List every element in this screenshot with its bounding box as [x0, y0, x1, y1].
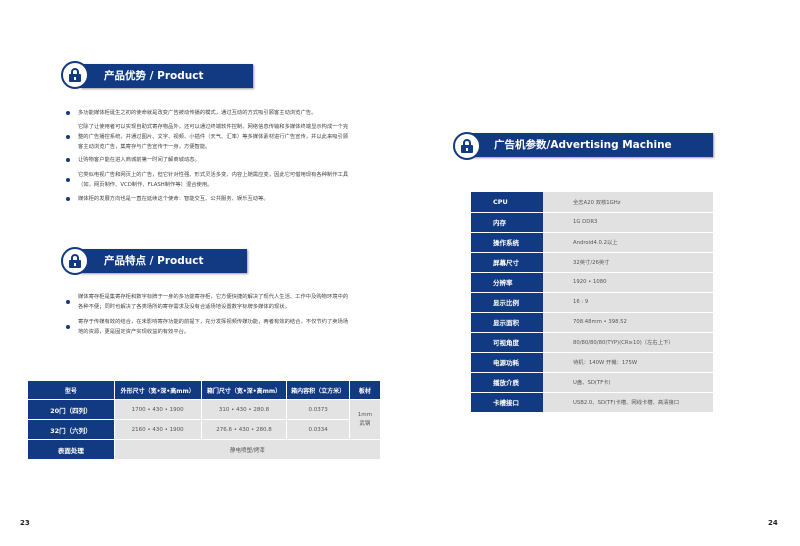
header-cell: 型号	[27, 380, 115, 400]
table-row: 卡槽接口 USB2.0、SD(TF)卡槽、网线卡槽、高清接口	[471, 392, 713, 413]
param-label: 卡槽接口	[471, 392, 543, 413]
header-cell: 板材	[348, 380, 382, 400]
param-value: USB2.0、SD(TF)卡槽、网线卡槽、高清接口	[543, 392, 713, 413]
cell: 1700 • 430 • 1900	[113, 399, 202, 420]
param-label: 显示面积	[471, 312, 543, 333]
table-row: 32门（六列） 2160 • 430 • 1900 276.6 • 430 • …	[27, 419, 381, 440]
table-row: 表面处理 静电喷塑/烤漆	[27, 439, 382, 460]
param-label: 操作系统	[471, 232, 543, 253]
section-title-features: 产品特点 / Product Features	[80, 249, 247, 291]
table-row: 屏幕尺寸 32英寸/26英寸	[471, 252, 713, 273]
material-cell: 1mm 武钢	[348, 399, 382, 440]
param-label: CPU	[471, 192, 543, 213]
header-cell: 外形尺寸（宽•深•高mm）	[113, 380, 202, 400]
cell: 32门（六列）	[27, 419, 115, 440]
param-value: Android4.0.2以上	[543, 232, 713, 253]
list-item: 让购物客户能在进入商城前第一时间了解商城动态。	[66, 155, 351, 165]
cell: 0.0373	[286, 399, 350, 420]
table-row: 操作系统 Android4.0.2以上	[471, 232, 713, 253]
param-label: 屏幕尺寸	[471, 252, 543, 273]
list-item: 它除了让使用者可以实现自助式寄存物品外，还可以通过终端软件控制、网络信息传输和多…	[66, 122, 351, 152]
page-number-right: 24	[768, 519, 778, 527]
param-value: 32英寸/26英寸	[543, 252, 713, 273]
cell: 静电喷塑/烤漆	[113, 439, 382, 460]
header-cell: 箱门尺寸（宽•深•高mm）	[200, 380, 288, 400]
list-item: 它类似电视广告和网页上的广告，但它针对性强、形式灵活多变、内容上随需应变，因此它…	[66, 170, 351, 190]
table-row: 20门（四列） 1700 • 430 • 1900 310 • 430 • 28…	[27, 399, 382, 440]
table-row: 播放介质 U盘、SD(TF卡)	[471, 372, 713, 393]
param-label: 电源功耗	[471, 352, 543, 373]
section-title-advantage: 产品优势 / Product Advantage	[80, 64, 253, 106]
table-row: 分辨率 1920 • 1080	[471, 272, 713, 293]
param-value: 1920 • 1080	[543, 272, 713, 293]
list-item: 媒体柜的发展方向也是一直在延续这个使命：智能交互、公共服务、娱乐互动等。	[66, 194, 351, 204]
cell: 20门（四列）	[27, 399, 115, 420]
param-value: 1G DDR3	[543, 212, 713, 233]
lock-icon	[69, 68, 81, 82]
list-item: 媒体寄存柜是集寄存柜和数字标牌于一身的多功能寄存柜，它方便快捷的解决了现代人生活…	[66, 292, 351, 312]
cell: 310 • 430 • 280.8	[200, 399, 288, 420]
cell: 0.0334	[286, 419, 350, 440]
section-title-params: 广告机参数/Advertising Machine Parameters	[472, 133, 713, 175]
param-value: 708.48mm • 398.52	[543, 312, 713, 333]
list-item: 寄存于传媒有效的结合，在未影响寄存功能的前提下，充分发挥视频传媒功能，两者有效的…	[66, 317, 351, 337]
param-value: U盘、SD(TF卡)	[543, 372, 713, 393]
cell: 276.6 • 430 • 280.8	[200, 419, 288, 440]
list-item: 多功能媒体柜诞生之初的使命就是改变广告被动传播的模式，通过互动的方式吸引顾客主动…	[66, 108, 351, 118]
param-value: 全志A20 双核1GHz	[543, 192, 713, 213]
param-value: 16 : 9	[543, 292, 713, 313]
cell: 表面处理	[27, 439, 115, 460]
param-label: 分辨率	[471, 272, 543, 293]
table-row: 内存 1G DDR3	[471, 212, 713, 233]
table-row: 显示比例 16 : 9	[471, 292, 713, 313]
table-row: CPU 全志A20 双核1GHz	[471, 192, 713, 213]
table-row: 可视角度 80/80/80/80(TYP)(CR≥10)（左右上下）	[471, 332, 713, 353]
param-label: 播放介质	[471, 372, 543, 393]
lock-icon	[461, 139, 473, 153]
param-label: 显示比例	[471, 292, 543, 313]
lock-icon	[69, 254, 81, 268]
param-value: 待机：140W 开機：175W	[543, 352, 713, 373]
param-label: 可视角度	[471, 332, 543, 353]
cell: 2160 • 430 • 1900	[113, 419, 202, 440]
page-number-left: 23	[20, 519, 30, 527]
lock-icon-badge	[61, 247, 89, 275]
param-label: 内存	[471, 212, 543, 233]
header-cell: 箱内容积（立方米）	[286, 380, 350, 400]
param-value: 80/80/80/80(TYP)(CR≥10)（左右上下）	[543, 332, 713, 353]
lock-icon-badge	[453, 132, 481, 160]
table-row: 显示面积 708.48mm • 398.52	[471, 312, 713, 333]
params-table: CPU 全志A20 双核1GHz 内存 1G DDR3 操作系统 Android4.0.2…	[471, 192, 713, 413]
lock-icon-badge	[61, 61, 89, 89]
spec-table: 型号 外形尺寸（宽•深•高mm） 箱门尺寸（宽•深•高mm） 箱内容积（立方米）…	[27, 380, 382, 460]
table-row: 电源功耗 待机：140W 开機：175W	[471, 352, 713, 373]
